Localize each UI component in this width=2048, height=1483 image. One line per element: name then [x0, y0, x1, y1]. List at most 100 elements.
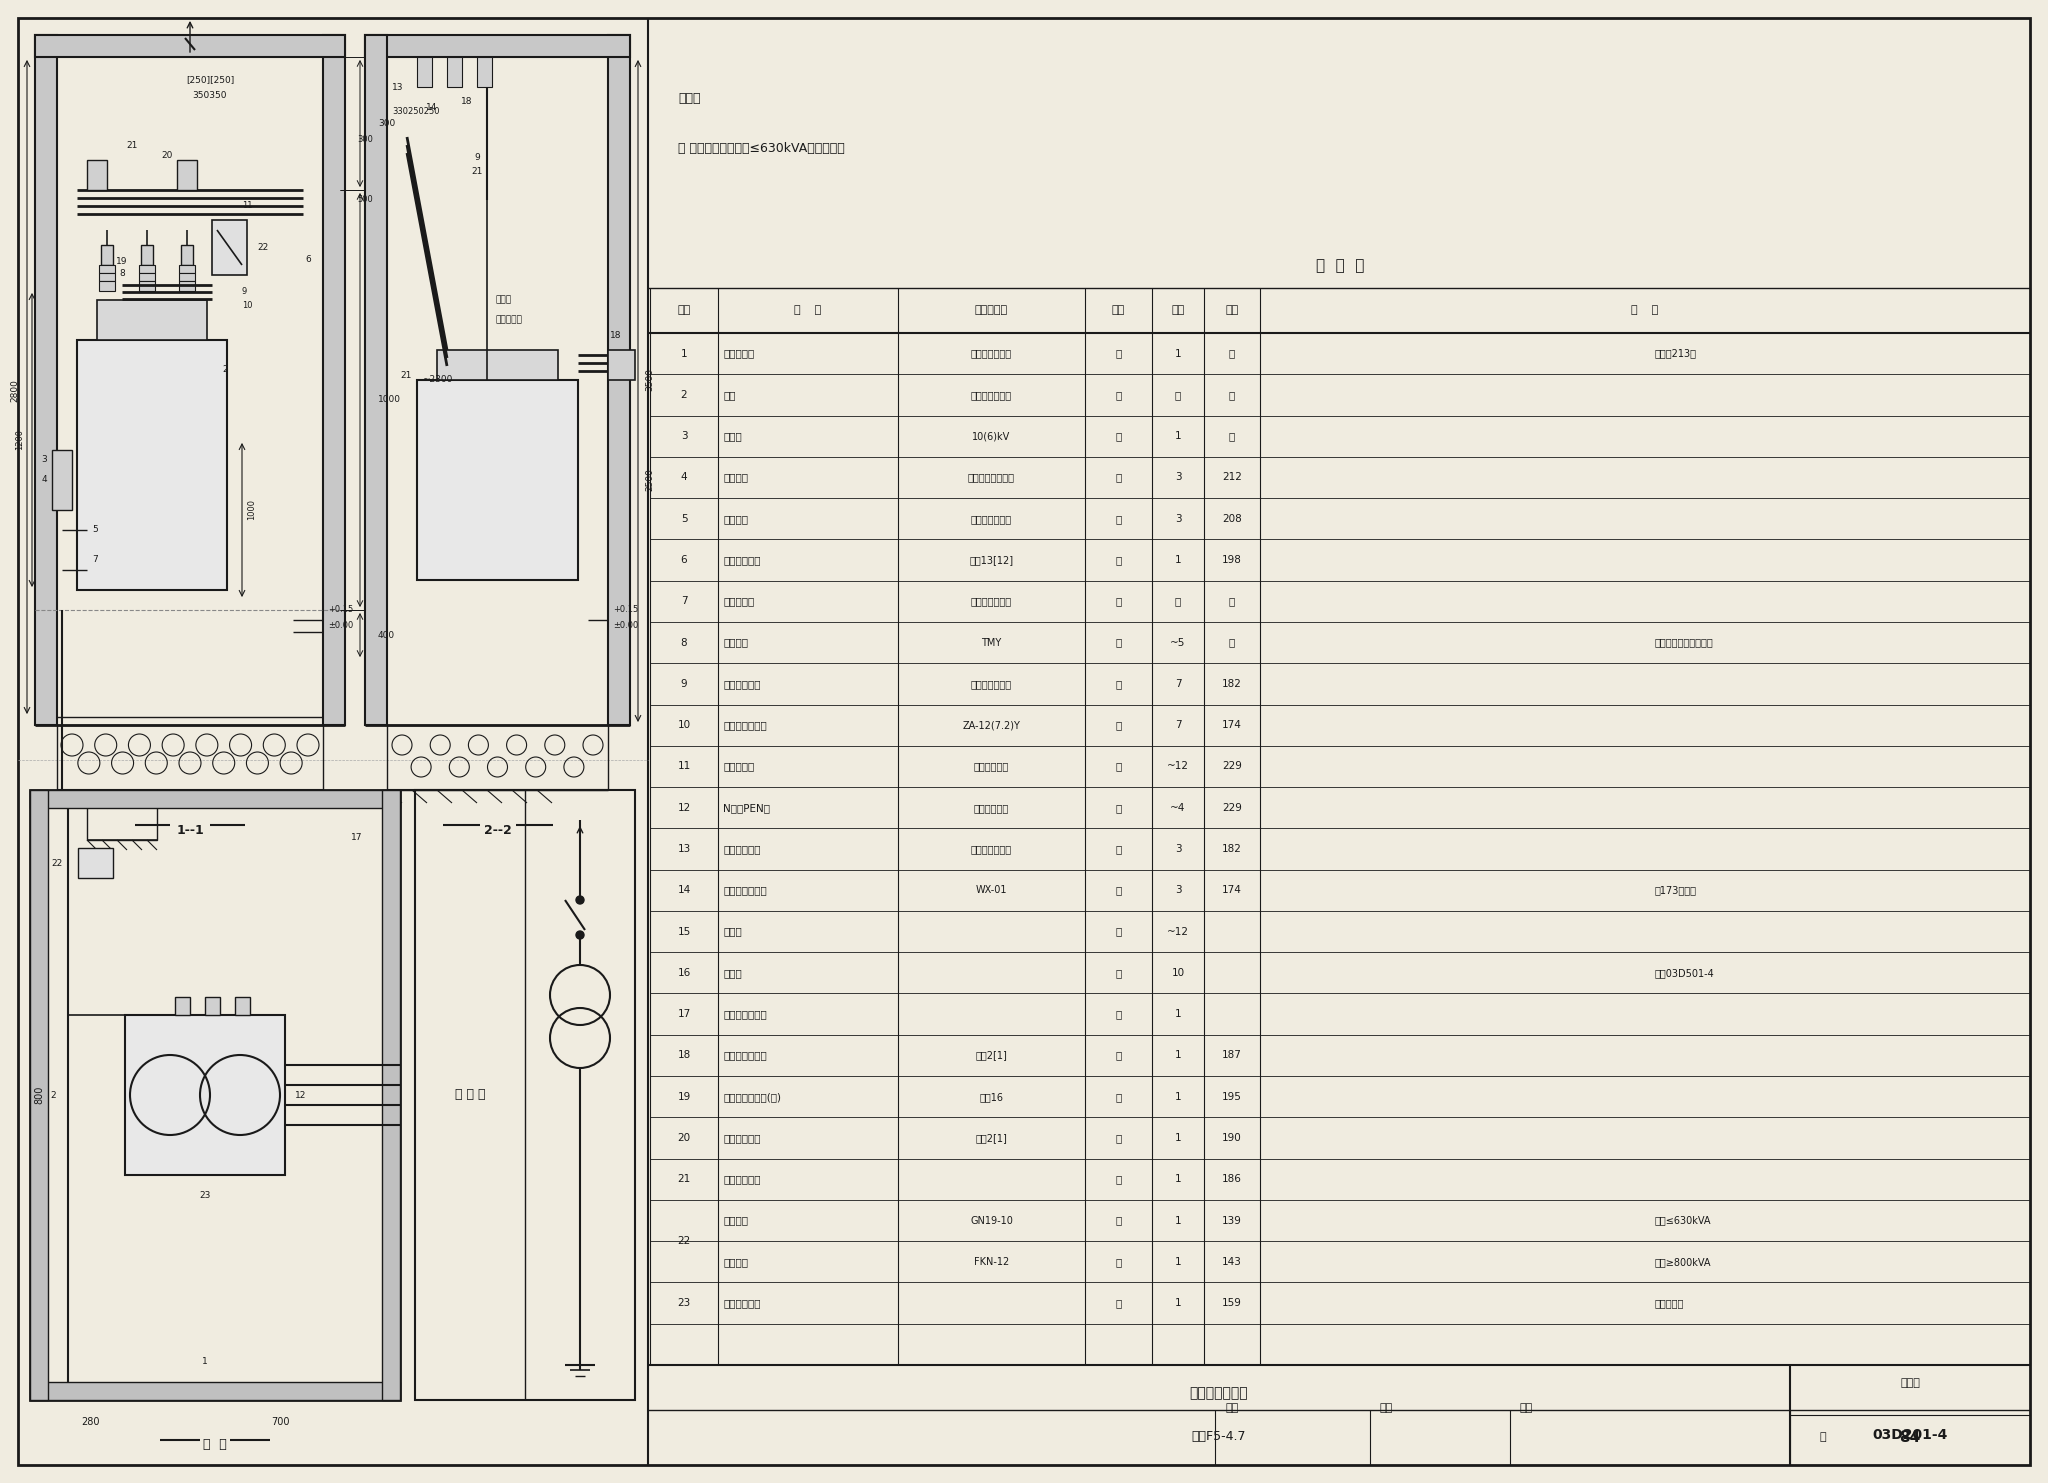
Text: 低压相母线: 低压相母线: [723, 761, 754, 771]
Text: 174: 174: [1223, 721, 1241, 730]
Text: 1: 1: [1176, 349, 1182, 359]
Text: 1: 1: [1176, 1175, 1182, 1185]
Text: 电缆支架: 电缆支架: [723, 513, 748, 523]
Text: 139: 139: [1223, 1216, 1241, 1225]
Text: 1200: 1200: [16, 430, 25, 451]
Bar: [205, 997, 219, 1014]
Text: 低压母线夹具: 低压母线夹具: [723, 844, 760, 854]
Text: 20: 20: [678, 1133, 690, 1143]
Text: 11: 11: [242, 200, 252, 209]
Text: 10: 10: [678, 721, 690, 730]
Text: －: －: [1176, 390, 1182, 400]
Text: FKN-12: FKN-12: [975, 1256, 1010, 1266]
Bar: [365, 36, 387, 725]
Bar: [96, 300, 207, 340]
Text: 手力操动机构: 手力操动机构: [723, 1298, 760, 1308]
Text: 3: 3: [680, 432, 688, 442]
Text: 1: 1: [1176, 1216, 1182, 1225]
Bar: [213, 219, 248, 274]
Text: 付: 付: [1116, 844, 1122, 854]
Text: 米: 米: [1116, 638, 1122, 648]
Text: 电力变压器: 电力变压器: [723, 349, 754, 359]
Text: 22: 22: [51, 859, 63, 868]
Text: 3: 3: [1176, 844, 1182, 854]
Text: 接地线: 接地线: [723, 927, 741, 937]
Text: 1: 1: [1176, 432, 1182, 442]
Text: 14: 14: [678, 885, 690, 896]
Text: 3: 3: [1176, 885, 1182, 896]
Text: 198: 198: [1223, 555, 1241, 565]
Text: 174: 174: [1223, 885, 1241, 896]
Text: ~4: ~4: [1169, 802, 1186, 813]
Text: 1: 1: [1176, 1008, 1182, 1019]
Bar: [608, 350, 635, 380]
Text: 个: 个: [1116, 721, 1122, 730]
Text: 13: 13: [391, 83, 403, 92]
Text: －: －: [1229, 432, 1235, 442]
Bar: [436, 350, 557, 380]
Text: 3: 3: [41, 455, 47, 464]
Text: 187: 187: [1223, 1050, 1241, 1060]
Text: 1: 1: [203, 1357, 209, 1366]
Bar: [78, 340, 227, 590]
Text: －: －: [1229, 349, 1235, 359]
Bar: [98, 280, 115, 291]
Bar: [180, 245, 193, 265]
Text: 按173页装配: 按173页装配: [1655, 885, 1698, 896]
Text: 米: 米: [1116, 927, 1122, 937]
Text: 300: 300: [356, 135, 373, 144]
Text: ~12: ~12: [1167, 761, 1190, 771]
Text: GN19-10: GN19-10: [971, 1216, 1014, 1225]
Text: 700: 700: [270, 1416, 289, 1427]
Text: 型式2[1]: 型式2[1]: [975, 1133, 1008, 1143]
Text: 参见03D501-4: 参见03D501-4: [1655, 968, 1714, 977]
Bar: [477, 56, 492, 87]
Text: ±0.00: ±0.00: [612, 621, 639, 630]
Text: 1: 1: [680, 349, 688, 359]
Text: 型号及规格: 型号及规格: [975, 305, 1008, 314]
Bar: [324, 36, 344, 725]
Text: 21: 21: [401, 371, 412, 380]
Text: 变压器室布置图: 变压器室布置图: [1190, 1387, 1249, 1400]
Text: 高压支柱绝缘子: 高压支柱绝缘子: [723, 721, 766, 730]
Text: 备    注: 备 注: [1632, 305, 1659, 314]
Text: 300: 300: [379, 119, 395, 128]
Text: 208: 208: [1223, 513, 1241, 523]
Text: 见附录（四）: 见附录（四）: [975, 761, 1010, 771]
Text: －: －: [1229, 596, 1235, 607]
Text: 由工程设计确定: 由工程设计确定: [971, 390, 1012, 400]
Text: 个: 个: [1116, 1008, 1122, 1019]
Bar: [86, 790, 158, 839]
Text: N线或PEN线: N线或PEN线: [723, 802, 770, 813]
Bar: [31, 790, 47, 1400]
Text: ZA-12(7.2)Y: ZA-12(7.2)Y: [963, 721, 1020, 730]
Text: 明  细  表: 明 细 表: [1315, 258, 1364, 273]
Text: [250][250]: [250][250]: [186, 76, 233, 85]
Text: 电缆保护管: 电缆保护管: [723, 596, 754, 607]
Text: 190: 190: [1223, 1133, 1241, 1143]
Text: 按电缆外径确定: 按电缆外径确定: [971, 513, 1012, 523]
Text: 个: 个: [1116, 513, 1122, 523]
Text: 2800: 2800: [10, 380, 20, 402]
Text: 米: 米: [1116, 802, 1122, 813]
Text: 至接地装置: 至接地装置: [496, 316, 522, 325]
Text: 10: 10: [1171, 968, 1184, 977]
Text: 型式13[12]: 型式13[12]: [969, 555, 1014, 565]
Bar: [178, 265, 195, 273]
Text: 21: 21: [127, 141, 137, 150]
Bar: [387, 725, 608, 790]
Text: 1000: 1000: [379, 396, 401, 405]
Text: 按电缆芯截面确定: 按电缆芯截面确定: [969, 473, 1016, 482]
Text: 个: 个: [1116, 968, 1122, 977]
Bar: [31, 790, 399, 1400]
Text: 审核: 审核: [1225, 1403, 1239, 1413]
Text: 330250250: 330250250: [391, 107, 440, 117]
Bar: [57, 725, 324, 790]
Text: 19: 19: [117, 257, 127, 265]
Bar: [176, 160, 197, 190]
Text: ~2300: ~2300: [422, 375, 453, 384]
Text: 设计: 设计: [1520, 1403, 1534, 1413]
Text: 高压母线支架: 高压母线支架: [723, 555, 760, 565]
Text: 电缆: 电缆: [723, 390, 735, 400]
Bar: [608, 36, 631, 725]
